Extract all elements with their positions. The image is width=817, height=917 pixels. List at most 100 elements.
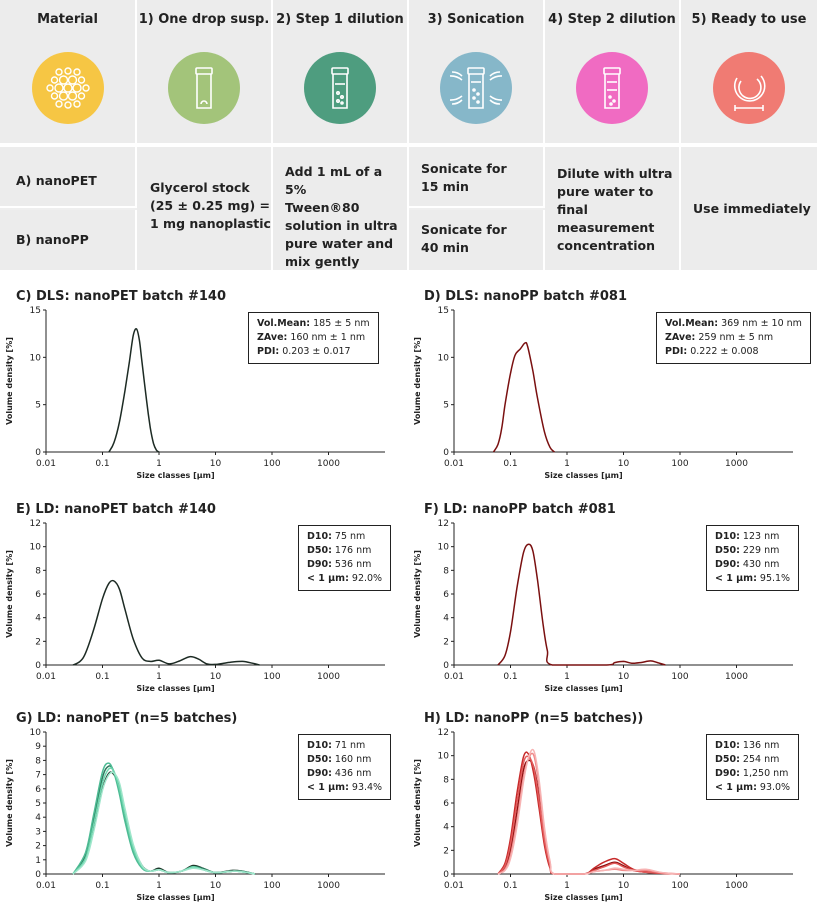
stat-key: ZAve: bbox=[665, 332, 696, 343]
y-tick-label: 15 bbox=[438, 306, 449, 316]
stat-row: D50: 229 nm bbox=[715, 544, 790, 558]
material-label: B) nanoPP bbox=[16, 232, 89, 247]
stat-row: < 1 µm: 93.0% bbox=[715, 781, 790, 795]
instruction-line: pure water to bbox=[557, 184, 654, 199]
stat-value: 430 nm bbox=[739, 559, 780, 570]
series-line bbox=[497, 543, 666, 666]
x-tick-label: 0.1 bbox=[503, 881, 517, 891]
stat-key: D10: bbox=[307, 531, 332, 542]
stat-key: D90: bbox=[307, 768, 332, 779]
instruction-line: 40 min bbox=[421, 240, 469, 255]
stat-value: 185 ± 5 nm bbox=[310, 318, 370, 329]
stat-row: D90: 536 nm bbox=[307, 558, 382, 572]
x-tick-label: 100 bbox=[263, 672, 280, 682]
stat-row: D10: 71 nm bbox=[307, 739, 382, 753]
y-tick-label: 0 bbox=[35, 870, 41, 880]
stat-value: 75 nm bbox=[331, 531, 366, 542]
y-tick-label: 7 bbox=[35, 771, 41, 781]
y-tick-label: 5 bbox=[35, 799, 41, 809]
x-tick-label: 100 bbox=[671, 672, 688, 682]
step-dilution-1: 2) Step 1 dilution bbox=[273, 0, 409, 143]
y-tick-label: 4 bbox=[443, 614, 449, 624]
stat-value: 369 nm ± 10 nm bbox=[718, 318, 802, 329]
x-tick-label: 1 bbox=[564, 881, 570, 891]
x-tick-label: 10 bbox=[210, 881, 222, 891]
y-tick-label: 10 bbox=[438, 543, 450, 553]
stat-value: 1,250 nm bbox=[739, 768, 789, 779]
x-tick-label: 1 bbox=[156, 459, 162, 469]
x-tick-label: 0.1 bbox=[95, 672, 109, 682]
x-tick-label: 100 bbox=[263, 881, 280, 891]
series-line bbox=[108, 327, 160, 453]
step-title: 2) Step 1 dilution bbox=[276, 12, 404, 27]
chart-title: G) LD: nanoPET (n=5 batches) bbox=[16, 711, 237, 726]
y-tick-label: 8 bbox=[443, 775, 449, 785]
x-tick-label: 10 bbox=[618, 459, 630, 469]
x-tick-label: 0.1 bbox=[503, 459, 517, 469]
stat-row: D10: 123 nm bbox=[715, 530, 790, 544]
y-tick-label: 15 bbox=[30, 306, 41, 316]
stat-key: D10: bbox=[307, 740, 332, 751]
y-tick-label: 8 bbox=[443, 566, 449, 576]
stat-row: Vol.Mean: 185 ± 5 nm bbox=[257, 317, 370, 331]
stat-key: PDI: bbox=[665, 346, 688, 357]
chart-ld-pet: E) LD: nanoPET batch #140 0 2 4 6 8 10 12 0.01 0.… bbox=[0, 493, 408, 708]
stat-key: D90: bbox=[715, 768, 740, 779]
y-tick-label: 4 bbox=[35, 614, 41, 624]
step-ready: 5) Ready to use bbox=[681, 0, 817, 143]
vial-dilution2-icon bbox=[576, 52, 648, 124]
x-tick-label: 0.01 bbox=[444, 459, 464, 469]
instruction-line: 1 mg nanoplastic bbox=[150, 216, 271, 231]
step-title: Material bbox=[37, 12, 98, 27]
instruction-line: concentration bbox=[557, 238, 656, 253]
instruction-line: measurement bbox=[557, 220, 655, 235]
step-title: 5) Ready to use bbox=[691, 12, 807, 27]
stat-value: 93.0% bbox=[756, 782, 791, 793]
instruction-line: solution in ultra bbox=[285, 218, 398, 233]
stats-box: Vol.Mean: 369 nm ± 10 nm ZAve: 259 nm ± 5… bbox=[656, 312, 811, 364]
stats-box: Vol.Mean: 185 ± 5 nm ZAve: 160 nm ± 1 nm P… bbox=[248, 312, 379, 364]
stat-value: 160 nm ± 1 nm bbox=[287, 332, 366, 343]
stat-value: 93.4% bbox=[348, 782, 383, 793]
y-tick-label: 0 bbox=[443, 448, 449, 458]
one-drop-instructions: Glycerol stock (25 ± 0.25 mg) = 1 mg nan… bbox=[137, 147, 273, 270]
x-axis-label: Size classes [µm] bbox=[136, 684, 214, 693]
x-tick-label: 1 bbox=[564, 672, 570, 682]
stats-box: D10: 136 nm D50: 254 nm D90: 1,250 nm < 1 µ… bbox=[706, 734, 800, 800]
series-line bbox=[497, 748, 681, 875]
stat-row: D10: 136 nm bbox=[715, 739, 790, 753]
y-tick-label: 10 bbox=[438, 353, 450, 363]
stat-value: 536 nm bbox=[331, 559, 372, 570]
y-tick-label: 0 bbox=[443, 661, 449, 671]
stat-value: 71 nm bbox=[331, 740, 366, 751]
y-tick-label: 10 bbox=[30, 543, 42, 553]
y-tick-label: 6 bbox=[35, 785, 41, 795]
stat-key: < 1 µm: bbox=[715, 573, 757, 584]
stat-row: < 1 µm: 93.4% bbox=[307, 781, 382, 795]
instruction-line: pure water and bbox=[285, 236, 394, 251]
stat-row: Vol.Mean: 369 nm ± 10 nm bbox=[665, 317, 802, 331]
vial-dilution-icon bbox=[304, 52, 376, 124]
instruction-line: Add 1 mL of a 5% bbox=[285, 164, 383, 197]
step-title: 3) Sonication bbox=[427, 12, 525, 27]
chart-ld-pet-batches: G) LD: nanoPET (n=5 batches) 0 1 2 3 4 5 6 7 8 9 10… bbox=[0, 702, 408, 917]
material-label: A) nanoPET bbox=[16, 173, 97, 188]
stats-box: D10: 123 nm D50: 229 nm D90: 430 nm < 1 µm:… bbox=[706, 525, 800, 591]
y-axis-label: Volume density [%] bbox=[5, 337, 14, 425]
chart-svg: F) LD: nanoPP batch #081 0 2 4 6 8 10 12 0.01 0.1… bbox=[413, 502, 793, 693]
stat-row: < 1 µm: 92.0% bbox=[307, 572, 382, 586]
stat-value: 229 nm bbox=[739, 545, 780, 556]
series-line bbox=[72, 579, 260, 666]
instruction-line: Use immediately bbox=[693, 201, 811, 216]
chart-svg: G) LD: nanoPET (n=5 batches)012345678910… bbox=[5, 711, 385, 902]
step-title: 4) Step 2 dilution bbox=[548, 12, 676, 27]
stats-box: D10: 71 nm D50: 160 nm D90: 436 nm < 1 µm: … bbox=[298, 734, 392, 800]
y-tick-label: 12 bbox=[438, 728, 449, 738]
chart-dls-pp: D) DLS: nanoPP batch #081 0 5 10 15 0.01 0.1 1 1… bbox=[408, 280, 816, 495]
stat-row: ZAve: 259 nm ± 5 nm bbox=[665, 331, 802, 345]
ready-icon bbox=[713, 52, 785, 124]
y-tick-label: 3 bbox=[35, 827, 41, 837]
x-tick-label: 1000 bbox=[317, 672, 340, 682]
stat-key: D50: bbox=[307, 545, 332, 556]
y-tick-label: 12 bbox=[438, 519, 449, 529]
